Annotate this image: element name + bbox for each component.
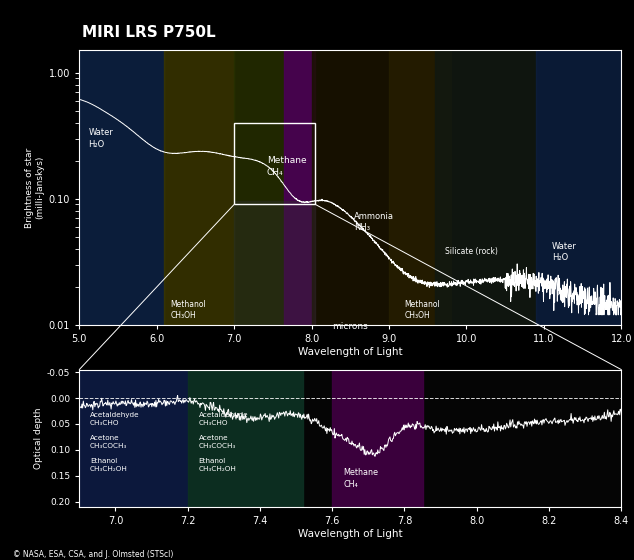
Y-axis label: Optical depth: Optical depth: [34, 408, 42, 469]
Text: MIRI LRS P750L: MIRI LRS P750L: [82, 25, 216, 40]
Text: © NASA, ESA, CSA, and J. Olmsted (STScI): © NASA, ESA, CSA, and J. Olmsted (STScI): [13, 550, 173, 559]
Text: Acetaldehyde
CH₃CHO

Acetone
CH₃COCH₃

Ethanol
CH₃CH₂OH: Acetaldehyde CH₃CHO Acetone CH₃COCH₃ Eth…: [90, 412, 139, 472]
Text: Water
H₂O: Water H₂O: [552, 242, 576, 262]
Text: Water
H₂O: Water H₂O: [89, 128, 113, 148]
Text: Silicate (rock): Silicate (rock): [445, 247, 498, 256]
Bar: [234, 202, 316, 325]
Bar: [234, 123, 316, 204]
Bar: [164, 50, 234, 325]
Bar: [389, 50, 451, 325]
Text: Methanol
CH₃OH: Methanol CH₃OH: [404, 300, 440, 320]
Bar: [311, 50, 436, 325]
Text: Methanol
CH₃OH: Methanol CH₃OH: [171, 300, 207, 320]
Bar: [79, 50, 164, 325]
Y-axis label: Brightness of star
(milli-Janskys): Brightness of star (milli-Janskys): [25, 147, 44, 228]
Text: microns: microns: [332, 323, 368, 332]
Bar: [436, 50, 536, 325]
Text: Ammonia
NH₃: Ammonia NH₃: [354, 212, 394, 232]
Bar: [332, 370, 422, 507]
Bar: [234, 50, 311, 325]
Bar: [536, 50, 621, 325]
X-axis label: Wavelength of Light: Wavelength of Light: [298, 529, 403, 539]
Text: Methane
CH₄: Methane CH₄: [343, 468, 378, 488]
Bar: [285, 50, 316, 325]
Text: Acetaldehyde
CH₃CHO

Acetone
CH₃COCH₃

Ethanol
CH₃CH₂OH: Acetaldehyde CH₃CHO Acetone CH₃COCH₃ Eth…: [198, 412, 248, 472]
Bar: [79, 370, 188, 507]
Text: Methane
CH₄: Methane CH₄: [267, 156, 306, 176]
Bar: [188, 370, 303, 507]
X-axis label: Wavelength of Light: Wavelength of Light: [298, 347, 403, 357]
